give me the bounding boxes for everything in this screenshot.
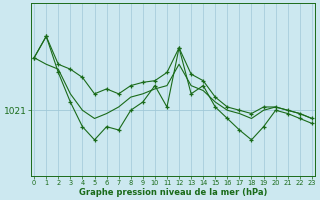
X-axis label: Graphe pression niveau de la mer (hPa): Graphe pression niveau de la mer (hPa)	[79, 188, 267, 197]
